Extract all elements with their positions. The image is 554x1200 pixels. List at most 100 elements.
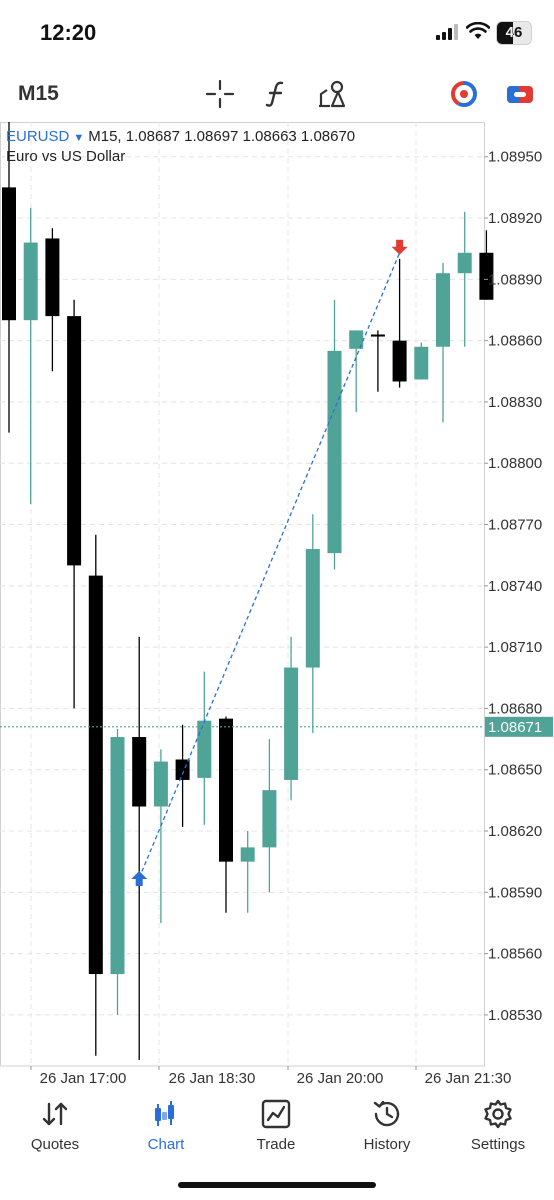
candle-body [175, 759, 190, 780]
quotes-icon [42, 1102, 68, 1126]
candle [436, 262, 450, 423]
timeframe-button[interactable]: M15 [18, 82, 59, 105]
symbol-name[interactable]: EURUSD [6, 128, 70, 145]
chart-frame [0, 122, 485, 1067]
symbol-ohlc: 1.08687 1.08697 1.08663 1.08670 [125, 128, 356, 145]
price-label: 1.08920 [488, 210, 542, 227]
status-time: 12:20 [40, 20, 97, 45]
price-label: 1.08710 [488, 639, 542, 656]
price-label: 1.08620 [488, 823, 542, 840]
symbol-description: Euro vs US Dollar [6, 148, 126, 165]
status-bar: 12:20 46 [0, 0, 554, 60]
chart-toolbar: M15 [0, 68, 554, 120]
current-price-badge [485, 716, 553, 737]
candle [197, 671, 212, 825]
symbol-info: EURUSD ▼ M15, 1.08687 1.08697 1.08663 1.08… [6, 128, 356, 145]
current-price-label: 1.08671 [488, 719, 542, 736]
buy-arrow-icon [131, 871, 148, 887]
candle-body [436, 273, 450, 347]
tab-label: Chart [147, 1136, 185, 1153]
candle-body [327, 350, 342, 554]
candle [370, 330, 385, 392]
price-label: 1.08860 [488, 333, 542, 350]
battery-icon: 46 [496, 21, 532, 45]
candle [414, 342, 429, 380]
candle [262, 739, 277, 893]
candle [327, 299, 342, 570]
price-label: 1.08830 [488, 394, 542, 411]
candle-body [153, 761, 168, 807]
tab-history[interactable]: History [337, 1098, 437, 1153]
candle-body [284, 667, 299, 780]
candle-body [88, 575, 103, 975]
time-label: 26 Jan 17:00 [39, 1070, 127, 1087]
one-click-trading-icon[interactable] [448, 78, 480, 110]
price-label: 1.08890 [488, 271, 542, 288]
tab-trade[interactable]: Trade [226, 1098, 326, 1153]
candle-body [45, 238, 60, 317]
candle [392, 258, 407, 388]
candle [349, 330, 364, 413]
candle [88, 534, 103, 1056]
trade-panel-icon[interactable] [504, 78, 536, 110]
candle [132, 636, 147, 1060]
candle [219, 716, 233, 913]
tab-label: Settings [470, 1136, 526, 1153]
bottom-tab-bar: Quotes Chart Trade History [0, 1092, 554, 1162]
tab-label: Quotes [30, 1136, 80, 1153]
candle [67, 299, 82, 709]
symbol-dropdown-icon[interactable]: ▼ [73, 132, 85, 144]
candle-body [457, 252, 472, 274]
indicators-icon[interactable] [260, 78, 292, 110]
history-icon [373, 1100, 400, 1127]
tab-chart[interactable]: Chart [116, 1098, 216, 1153]
candle-body [67, 316, 82, 566]
price-label: 1.08650 [488, 762, 542, 779]
sell-arrow-icon [391, 239, 408, 255]
candle [153, 749, 168, 923]
price-label: 1.08800 [488, 455, 542, 472]
price-chart[interactable]: 1.08950 1.08920 1.08890 1.08860 1.08830 1.088… [0, 115, 554, 1070]
objects-icon[interactable] [316, 78, 348, 110]
price-label: 1.08530 [488, 1007, 542, 1024]
candle [479, 230, 494, 300]
candle-body [392, 340, 407, 382]
cellular-signal-icon [436, 24, 458, 40]
candle [23, 207, 38, 505]
candle [2, 115, 16, 433]
battery-level: 46 [505, 24, 523, 41]
candle-body [305, 549, 320, 668]
time-label: 26 Jan 18:30 [168, 1070, 256, 1087]
settings-icon [484, 1099, 512, 1129]
price-label: 1.08950 [488, 149, 542, 166]
candle-body [219, 718, 233, 862]
candle-body [110, 737, 125, 975]
candle-body [2, 187, 16, 321]
tab-quotes[interactable]: Quotes [5, 1098, 105, 1153]
candle-body [197, 720, 212, 778]
candle-body [479, 252, 494, 300]
symbol-timeframe: M15 [88, 128, 118, 145]
price-label: 1.08680 [488, 700, 542, 717]
candle [284, 636, 299, 801]
candle [305, 514, 320, 733]
trade-connection-line [138, 252, 401, 879]
candle [45, 228, 60, 372]
candle [110, 728, 125, 1015]
home-indicator [178, 1182, 376, 1188]
candle-body [414, 346, 429, 380]
candle [240, 831, 255, 913]
candle [457, 211, 472, 347]
candle-body [370, 334, 385, 337]
chart-icon [155, 1101, 174, 1126]
chart-canvas[interactable]: 1.08950 1.08920 1.08890 1.08860 1.08830 1.088… [0, 115, 554, 1070]
crosshair-icon[interactable] [204, 78, 236, 110]
tab-settings[interactable]: Settings [448, 1098, 548, 1153]
time-axis: 26 Jan 17:00 26 Jan 18:30 26 Jan 20:00 2… [0, 1070, 554, 1090]
price-label: 1.08740 [488, 578, 542, 595]
price-label: 1.08590 [488, 884, 542, 901]
price-label: 1.08770 [488, 517, 542, 534]
candle-body [349, 330, 364, 349]
candle-body [262, 790, 277, 848]
candle-body [240, 847, 255, 862]
